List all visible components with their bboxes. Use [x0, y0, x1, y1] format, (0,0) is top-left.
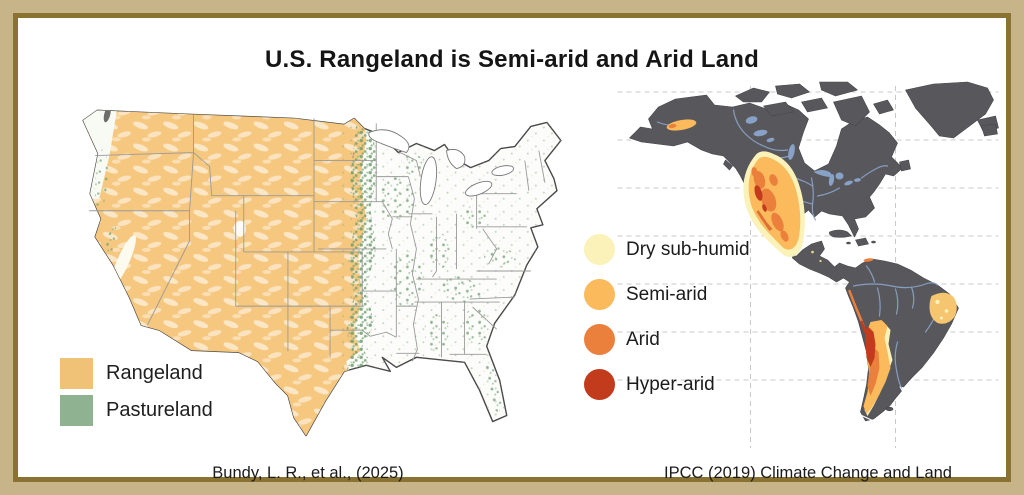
- legend-item-hyper-arid: Hyper-arid: [584, 369, 750, 400]
- na-hyper-arid-patches: [754, 185, 767, 212]
- cuba: [829, 229, 852, 238]
- semi-arid-swatch: [584, 279, 615, 310]
- legend-item-dry-subhumid: Dry sub-humid: [584, 234, 750, 265]
- legend-item-arid: Arid: [584, 324, 750, 355]
- vancouver-island: [723, 159, 733, 171]
- jamaica: [846, 241, 851, 245]
- newfoundland: [899, 159, 911, 172]
- legend-item-rangeland: Rangeland: [60, 358, 213, 389]
- hispaniola: [855, 237, 869, 247]
- arctic-islands: [735, 81, 894, 127]
- pastureland-label: Pastureland: [106, 399, 213, 421]
- us-map-citation: Bundy, L. R., et al., (2025): [212, 464, 404, 482]
- falkland-islands: [885, 406, 894, 412]
- hyper-arid-label: Hyper-arid: [626, 373, 715, 395]
- venezuela-coast-arid: [863, 258, 874, 262]
- us-map-legend: Rangeland Pastureland: [60, 358, 213, 426]
- pastureland-band: [344, 124, 379, 392]
- strait-of-magellan: [858, 413, 874, 422]
- atacama-hyper-arid: [865, 326, 876, 367]
- legend-item-pastureland: Pastureland: [60, 395, 213, 426]
- baja-arid-strip: [756, 210, 773, 231]
- aridity-overlays: [666, 119, 957, 416]
- semi-arid-label: Semi-arid: [626, 283, 708, 305]
- greenland: [905, 81, 994, 139]
- iceland: [981, 123, 998, 137]
- dry-subhumid-swatch: [584, 234, 615, 265]
- great-lakes: [368, 129, 515, 205]
- americas-aridity-map: [617, 81, 999, 448]
- aridity-legend: Dry sub-humid Semi-arid Arid Hyper-arid: [584, 234, 750, 400]
- dry-subhumid-label: Dry sub-humid: [626, 238, 750, 260]
- slide-frame: U.S. Rangeland is Semi-arid and Arid Lan…: [13, 13, 1011, 482]
- hyper-arid-swatch: [584, 369, 615, 400]
- ne-brazil-subhumid-dots: [935, 299, 949, 320]
- great-salt-lake: [233, 220, 246, 237]
- puerto-rico: [871, 240, 876, 244]
- page-title: U.S. Rangeland is Semi-arid and Arid Lan…: [264, 46, 760, 73]
- arid-label: Arid: [626, 328, 660, 350]
- alaska-dry-patch: [666, 119, 697, 131]
- americas-map-citation: IPCC (2019) Climate Change and Land: [663, 464, 952, 482]
- legend-item-semi-arid: Semi-arid: [584, 279, 750, 310]
- pastureland-swatch: [60, 395, 93, 426]
- rangeland-swatch: [60, 358, 93, 389]
- us-state-borders: [89, 114, 546, 362]
- us-rangeland-map: [82, 109, 562, 437]
- arid-swatch: [584, 324, 615, 355]
- rangeland-label: Rangeland: [106, 362, 203, 384]
